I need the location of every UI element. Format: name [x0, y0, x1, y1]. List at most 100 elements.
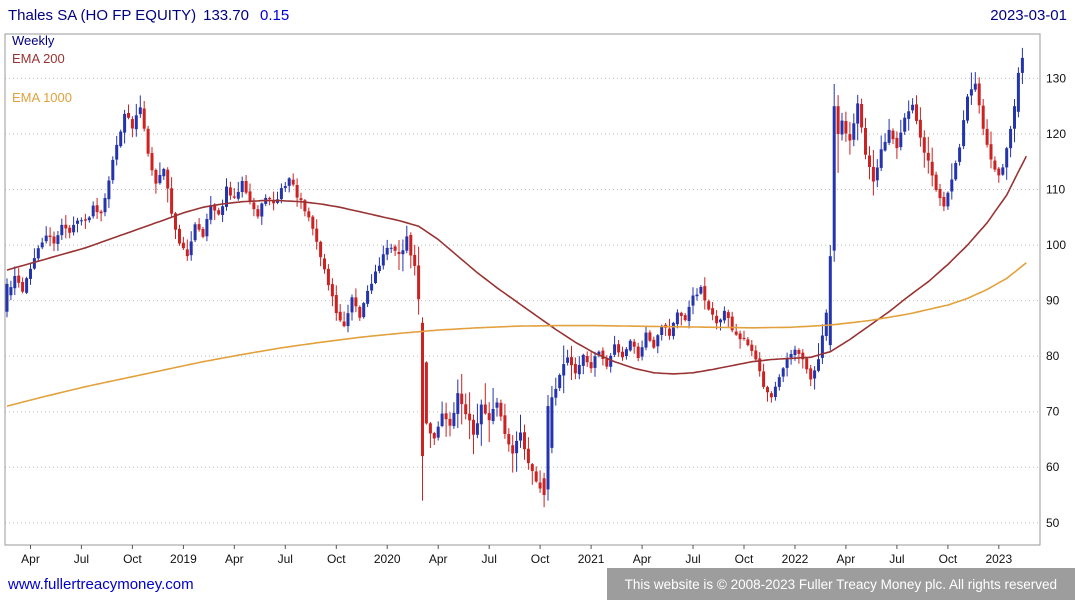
- candle-body: [887, 129, 891, 143]
- candle-body: [236, 191, 240, 199]
- candle-body: [777, 377, 781, 387]
- candle-body: [711, 308, 715, 315]
- candle-body: [781, 368, 785, 377]
- x-axis-label: Oct: [327, 552, 346, 566]
- candle-body: [342, 321, 346, 327]
- candle-body: [879, 149, 883, 168]
- footer-spacer: [194, 568, 607, 600]
- candle-body: [766, 387, 769, 393]
- candle-body: [785, 358, 789, 368]
- legend-ema-1000: EMA 1000: [12, 90, 72, 105]
- price-chart: 50 60 70 80 90 100 110 120 130 Apr Jul Oct 2019 Apr Ju…: [0, 28, 1075, 568]
- chart-title: Thales SA (HO FP EQUITY): [8, 6, 197, 24]
- y-axis-label: 80: [1046, 349, 1060, 363]
- candle-body: [769, 393, 773, 398]
- candle-body: [189, 241, 193, 256]
- site-link[interactable]: www.fullertreacymoney.com: [8, 575, 194, 593]
- candle-body: [440, 413, 444, 426]
- candle-body: [922, 137, 926, 153]
- candle-body: [107, 180, 111, 200]
- candle-body: [511, 445, 515, 454]
- candle-body: [217, 210, 221, 215]
- candle-body: [421, 322, 424, 457]
- candle-body: [134, 115, 138, 130]
- candle-body: [256, 209, 260, 217]
- candle-body: [703, 286, 707, 301]
- candle-body: [323, 258, 326, 270]
- candle-body: [111, 159, 115, 181]
- candle-body: [550, 397, 554, 448]
- candle-body: [570, 357, 573, 366]
- candle-body: [158, 175, 162, 184]
- candle-body: [836, 106, 840, 134]
- candle-body: [801, 352, 805, 360]
- x-axis-label: 2023: [985, 552, 1012, 566]
- candle-body: [381, 254, 385, 266]
- candle-body: [319, 241, 323, 258]
- candle-body: [413, 255, 417, 266]
- candle-body: [660, 325, 664, 335]
- candle-body: [754, 350, 758, 360]
- candle-body: [385, 247, 389, 255]
- candle-body: [864, 128, 867, 155]
- candle-body: [48, 235, 52, 237]
- candle-body: [809, 368, 813, 380]
- candle-body: [581, 354, 585, 366]
- candle-body: [523, 432, 526, 450]
- candle-body: [1001, 167, 1005, 175]
- candle-body: [746, 339, 750, 346]
- x-axis-label: Jul: [74, 552, 89, 566]
- candle-body: [671, 322, 675, 337]
- candle-body: [460, 393, 464, 405]
- candle-body: [244, 181, 248, 193]
- candle-body: [432, 433, 436, 439]
- candle-body: [213, 204, 217, 211]
- candle-body: [993, 160, 997, 170]
- candle-body: [719, 319, 722, 323]
- chart-date: 2023-03-01: [990, 6, 1067, 24]
- legend-ema-200: EMA 200: [12, 51, 65, 66]
- candle-body: [577, 365, 581, 375]
- candle-body: [687, 306, 691, 321]
- candle-body: [644, 332, 648, 348]
- candle-body: [150, 153, 154, 171]
- candle-body: [130, 119, 134, 129]
- candle-body: [875, 167, 879, 181]
- candle-body: [127, 113, 130, 118]
- candle-body: [87, 217, 91, 221]
- candle-body: [930, 161, 934, 176]
- legend-weekly: Weekly: [12, 33, 55, 48]
- candle-body: [417, 265, 421, 300]
- candle-body: [973, 83, 977, 90]
- candle-body: [868, 155, 871, 167]
- candle-body: [72, 224, 76, 233]
- candle-body: [221, 206, 225, 215]
- candle-body: [228, 187, 232, 196]
- candle-body: [989, 144, 993, 160]
- candle-body: [197, 224, 201, 230]
- copyright-text: This website is © 2008-2023 Fuller Treac…: [606, 568, 1075, 600]
- candle-body: [903, 117, 907, 132]
- candle-body: [479, 404, 483, 425]
- candle-body: [1016, 72, 1020, 112]
- candle-body: [840, 120, 844, 135]
- candle-body: [146, 128, 150, 154]
- candle-body: [722, 310, 726, 321]
- candle-body: [95, 205, 99, 213]
- candle-body: [911, 104, 915, 111]
- candle-body: [652, 339, 656, 348]
- candle-body: [495, 402, 499, 408]
- candle-body: [679, 312, 683, 316]
- candle-body: [515, 440, 519, 454]
- x-axis-label: Jul: [278, 552, 293, 566]
- candle-body: [287, 178, 291, 186]
- candle-body: [962, 120, 966, 147]
- candle-body: [656, 335, 660, 347]
- candle-body: [589, 362, 593, 369]
- candle-body: [76, 220, 79, 224]
- candle-body: [424, 362, 428, 424]
- candle-body: [899, 132, 903, 148]
- candle-body: [178, 228, 181, 244]
- candle-body: [291, 179, 295, 185]
